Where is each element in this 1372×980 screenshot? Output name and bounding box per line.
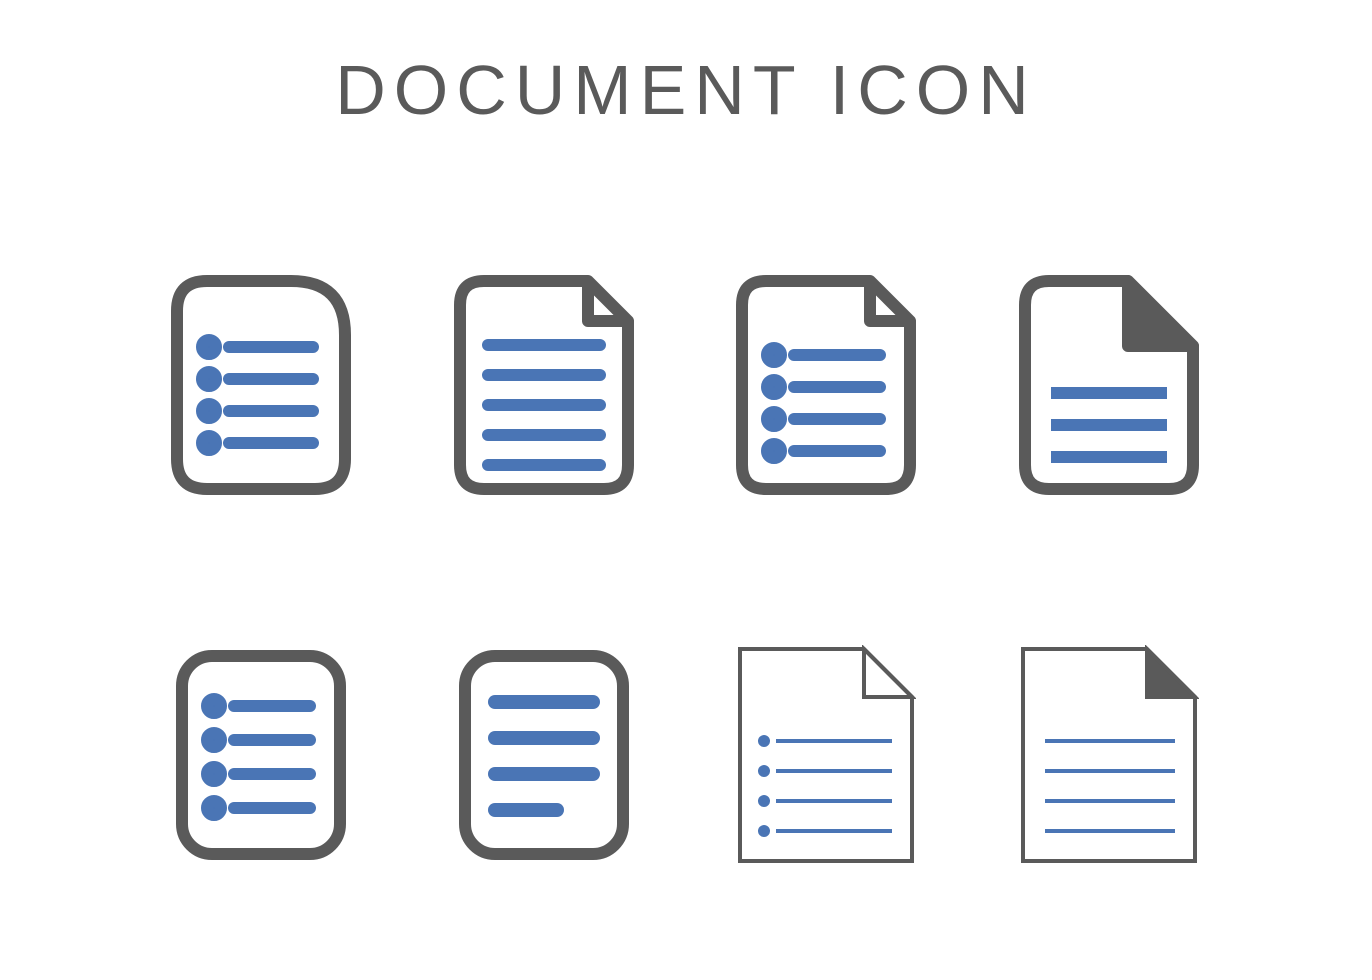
icon-grid bbox=[160, 260, 1210, 880]
document-icon-fold-bullets bbox=[726, 260, 926, 510]
document-icon-fold-lines bbox=[444, 260, 644, 510]
document-icon-rect-bullets bbox=[161, 630, 361, 880]
document-icon-rect-lines-short bbox=[444, 630, 644, 880]
document-icon-thin-fold-bullets bbox=[726, 630, 926, 880]
document-icon-thin-fold-filled-lines bbox=[1009, 630, 1209, 880]
document-icon-rounded-bullets bbox=[161, 260, 361, 510]
page-title: DOCUMENT ICON bbox=[0, 50, 1372, 130]
document-icon-bigfold-lines bbox=[1009, 260, 1209, 510]
